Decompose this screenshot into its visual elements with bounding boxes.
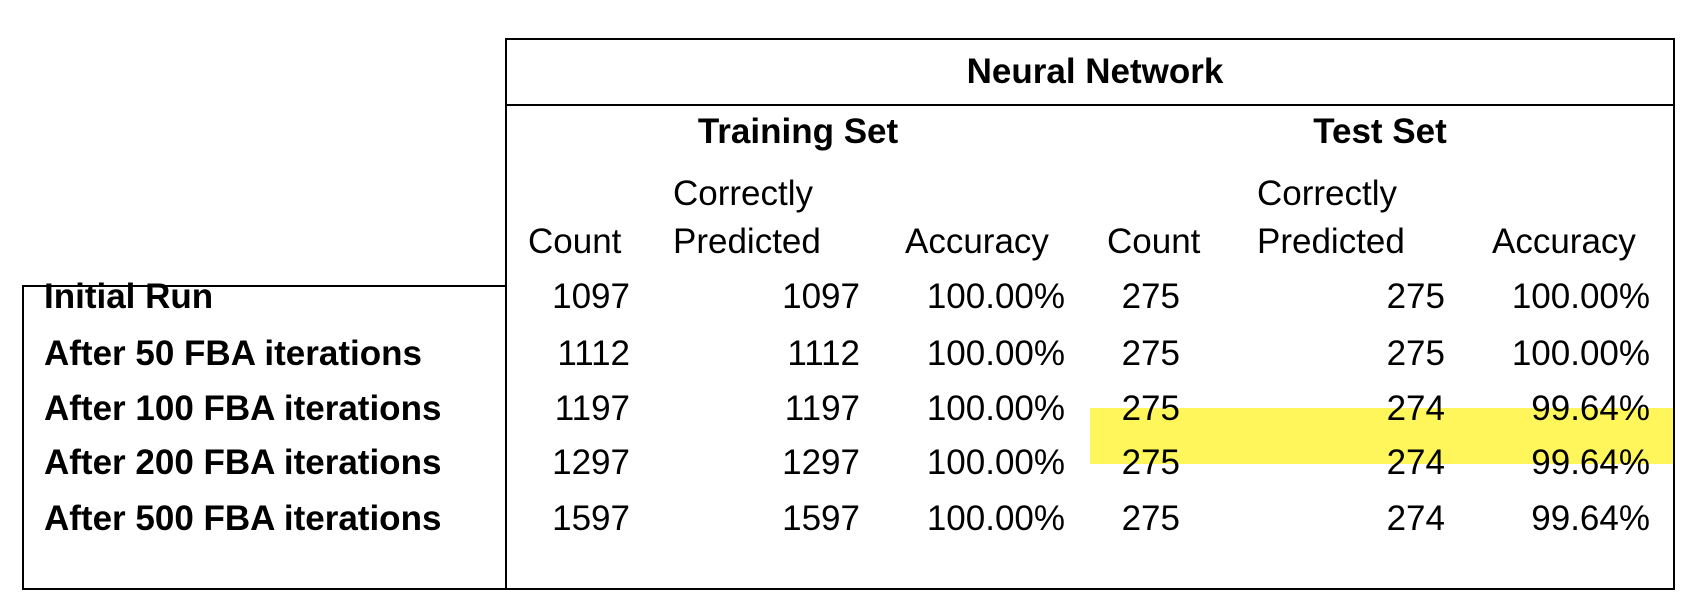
table-cell: 274 (1386, 499, 1445, 538)
table-cell: 275 (1386, 277, 1445, 316)
table-cell: 100.00% (1511, 277, 1650, 316)
table-cell: 275 (1121, 277, 1180, 316)
row-label: Initial Run (44, 277, 214, 316)
column-header: Count (1107, 222, 1201, 261)
column-header: Count (528, 222, 622, 261)
table-cell: 100.00% (926, 499, 1065, 538)
group-divider-line (505, 104, 1675, 106)
table-cell: 1197 (554, 389, 630, 428)
column-header: Predicted (673, 222, 821, 261)
column-header-line1: Correctly (1257, 174, 1398, 213)
table-cell: 1112 (787, 334, 860, 373)
box-right-border (1673, 38, 1675, 590)
subgroup-header: Training Set (697, 112, 899, 151)
box-top-border (505, 38, 1675, 40)
label-box-left-border (22, 285, 24, 590)
table-cell: 1597 (782, 499, 860, 538)
table-cell: 99.64% (1531, 499, 1650, 538)
column-header: Accuracy (1492, 222, 1636, 261)
row-label: After 50 FBA iterations (44, 334, 422, 373)
table-cell: 274 (1386, 443, 1445, 482)
table-cell: 275 (1121, 389, 1180, 428)
table-cell: 1197 (784, 389, 860, 428)
label-box-top-border (22, 285, 505, 287)
table-cell: 1097 (552, 277, 630, 316)
table-cell: 1097 (782, 277, 860, 316)
table-cell: 100.00% (926, 389, 1065, 428)
table-cell: 1297 (782, 443, 860, 482)
row-label: After 100 FBA iterations (44, 389, 442, 428)
table-cell: 274 (1386, 389, 1445, 428)
column-header-line1: Correctly (673, 174, 814, 213)
table-cell: 275 (1121, 334, 1180, 373)
column-header: Predicted (1257, 222, 1405, 261)
row-label: After 500 FBA iterations (44, 499, 442, 538)
column-header: Accuracy (905, 222, 1049, 261)
row-label: After 200 FBA iterations (44, 443, 442, 482)
table-cell: 99.64% (1531, 389, 1650, 428)
table-cell: 275 (1121, 499, 1180, 538)
box-bottom-border (22, 588, 1675, 590)
table-cell: 1597 (552, 499, 630, 538)
table-cell: 100.00% (926, 443, 1065, 482)
table-cell: 100.00% (1511, 334, 1650, 373)
table-cell: 99.64% (1531, 443, 1650, 482)
highlighted-cells (1090, 408, 1673, 464)
table-cell: 100.00% (926, 277, 1065, 316)
table-cell: 100.00% (926, 334, 1065, 373)
table-cell: 1112 (557, 334, 630, 373)
box-left-border (505, 38, 507, 588)
table-cell: 1297 (552, 443, 630, 482)
group-header: Neural Network (966, 52, 1224, 91)
table-cell: 275 (1386, 334, 1445, 373)
subgroup-header: Test Set (1313, 112, 1447, 151)
table-cell: 275 (1121, 443, 1180, 482)
